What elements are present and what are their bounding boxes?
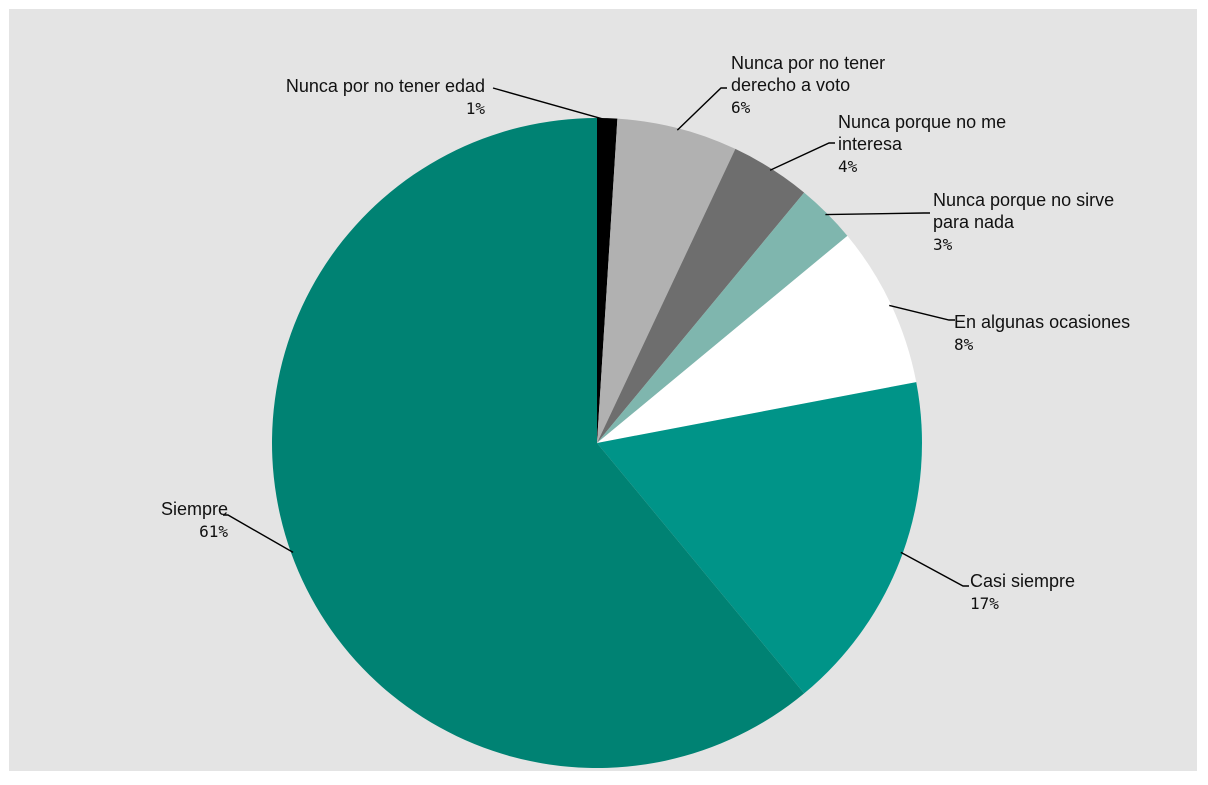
slice-label-siempre: Siempre (161, 499, 228, 519)
pie-slice-nunca-interesa (597, 148, 805, 443)
pie-slice-nunca-voto (597, 118, 736, 444)
slice-label-nunca-interesa: Nunca porque no me (838, 112, 1006, 132)
slice-label-nunca-voto: Nunca por no tener (731, 53, 885, 73)
slice-label-nunca-sirve: para nada (933, 212, 1015, 232)
slice-label-nunca-edad: Nunca por no tener edad (286, 76, 485, 96)
leader-line-nunca-voto (676, 87, 727, 131)
slice-label-casi-siempre: Casi siempre (970, 571, 1075, 591)
leader-line-nunca-edad (492, 87, 608, 121)
leader-line-casi-siempre (900, 551, 969, 587)
slice-label-nunca-interesa: interesa (838, 134, 903, 154)
pie-slice-algunas-ocasiones (597, 235, 917, 443)
pie-slice-casi-siempre (597, 382, 922, 694)
slice-value-casi-siempre: 17% (970, 594, 999, 613)
slice-value-algunas-ocasiones: 8% (954, 335, 974, 354)
leader-line-nunca-interesa (769, 142, 835, 171)
slice-label-nunca-voto: derecho a voto (731, 75, 850, 95)
leader-line-algunas-ocasiones (889, 304, 955, 321)
pie-slice-nunca-sirve (597, 192, 848, 443)
slice-value-siempre: 61% (199, 522, 228, 541)
pie-slice-siempre (272, 118, 805, 768)
leader-line-nunca-sirve (825, 212, 930, 216)
slice-value-nunca-sirve: 3% (933, 235, 953, 254)
slice-value-nunca-interesa: 4% (838, 157, 858, 176)
slice-label-nunca-sirve: Nunca porque no sirve (933, 190, 1114, 210)
slice-value-nunca-edad: 1% (466, 99, 486, 118)
leader-line-siempre (223, 514, 294, 554)
slice-value-nunca-voto: 6% (731, 98, 751, 117)
slice-label-algunas-ocasiones: En algunas ocasiones (954, 312, 1130, 332)
pie-slice-nunca-edad (597, 118, 618, 443)
